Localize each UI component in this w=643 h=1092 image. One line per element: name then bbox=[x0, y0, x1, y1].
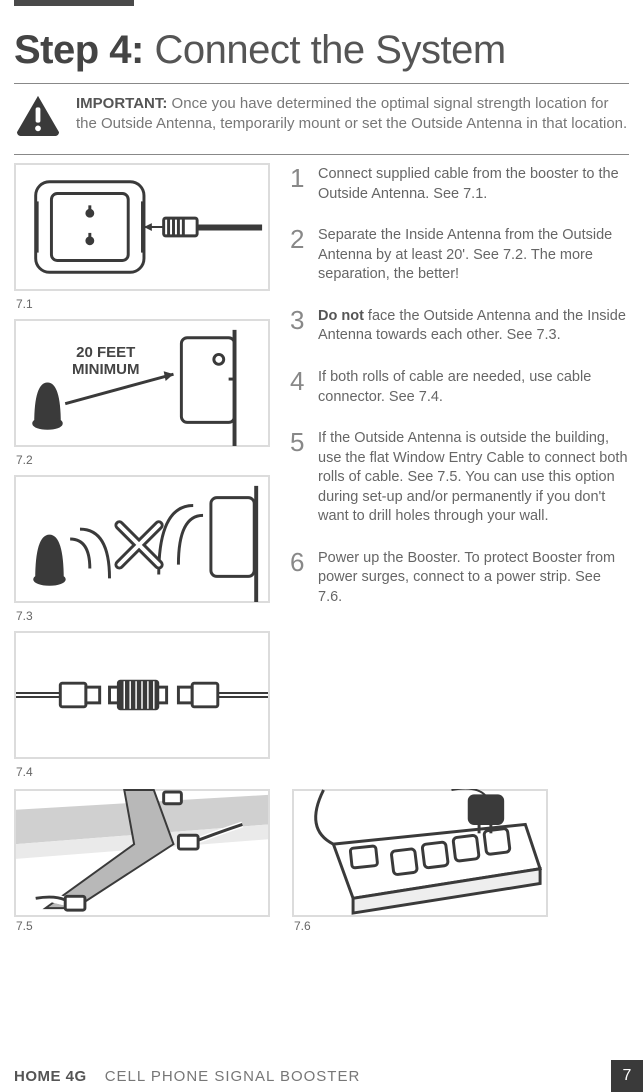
important-callout: IMPORTANT: Once you have determined the … bbox=[14, 92, 629, 144]
step-6-text: Power up the Booster. To protect Booster… bbox=[318, 549, 629, 608]
page-footer: HOME 4G CELL PHONE SIGNAL BOOSTER 7 bbox=[0, 1060, 643, 1092]
steps-column: 1 Connect supplied cable from the booste… bbox=[290, 163, 629, 783]
footer-sub: CELL PHONE SIGNAL BOOSTER bbox=[105, 1068, 361, 1085]
figures-column: 7.1 20 FEET M bbox=[14, 163, 272, 783]
step-1-num: 1 bbox=[290, 165, 308, 191]
figure-7-2: 20 FEET MINIMUM bbox=[14, 319, 270, 447]
overlay-line2: MINIMUM bbox=[72, 362, 140, 379]
step-6: 6 Power up the Booster. To protect Boost… bbox=[290, 549, 629, 608]
step-2-text: Separate the Inside Antenna from the Out… bbox=[318, 226, 629, 285]
title-step: Step 4: bbox=[14, 28, 144, 72]
footer-brand: HOME 4G bbox=[14, 1068, 87, 1085]
important-label: IMPORTANT: bbox=[76, 95, 167, 112]
important-text: IMPORTANT: Once you have determined the … bbox=[76, 94, 629, 135]
figure-7-1 bbox=[14, 163, 270, 291]
warning-icon bbox=[14, 94, 62, 136]
step-3-rest: face the Outside Antenna and the Inside … bbox=[318, 308, 626, 344]
step-5-text: If the Outside Antenna is outside the bu… bbox=[318, 429, 629, 527]
step-1-text: Connect supplied cable from the booster … bbox=[318, 165, 629, 204]
figure-7-3-label: 7.3 bbox=[16, 609, 272, 623]
content-row: 7.1 20 FEET M bbox=[14, 163, 629, 783]
title-rest: Connect the System bbox=[144, 28, 506, 72]
step-2: 2 Separate the Inside Antenna from the O… bbox=[290, 226, 629, 285]
figure-7-2-label: 7.2 bbox=[16, 453, 272, 467]
step-5: 5 If the Outside Antenna is outside the … bbox=[290, 429, 629, 527]
figure-7-6-label: 7.6 bbox=[294, 919, 548, 933]
step-4-num: 4 bbox=[290, 368, 308, 394]
step-5-num: 5 bbox=[290, 429, 308, 455]
step-4-text: If both rolls of cable are needed, use c… bbox=[318, 368, 629, 407]
header-tick bbox=[14, 0, 134, 6]
overlay-line1: 20 FEET bbox=[72, 345, 140, 362]
footer-page: 7 bbox=[611, 1060, 643, 1092]
step-3-bold: Do not bbox=[318, 308, 364, 324]
figure-7-5 bbox=[14, 789, 270, 917]
divider-mid bbox=[14, 154, 629, 155]
figure-7-3 bbox=[14, 475, 270, 603]
figure-7-2-overlay: 20 FEET MINIMUM bbox=[72, 345, 140, 378]
step-3: 3 Do not face the Outside Antenna and th… bbox=[290, 307, 629, 346]
step-2-num: 2 bbox=[290, 226, 308, 252]
figure-7-5-label: 7.5 bbox=[16, 919, 270, 933]
bottom-figures-row: 7.5 bbox=[14, 789, 629, 937]
figure-7-4 bbox=[14, 631, 270, 759]
divider-top bbox=[14, 83, 629, 84]
step-1: 1 Connect supplied cable from the booste… bbox=[290, 165, 629, 204]
step-3-num: 3 bbox=[290, 307, 308, 333]
step-4: 4 If both rolls of cable are needed, use… bbox=[290, 368, 629, 407]
figure-7-6 bbox=[292, 789, 548, 917]
page-title: Step 4: Connect the System bbox=[14, 28, 629, 73]
figure-7-4-label: 7.4 bbox=[16, 765, 272, 779]
figure-7-1-label: 7.1 bbox=[16, 297, 272, 311]
step-3-text: Do not face the Outside Antenna and the … bbox=[318, 307, 629, 346]
step-6-num: 6 bbox=[290, 549, 308, 575]
